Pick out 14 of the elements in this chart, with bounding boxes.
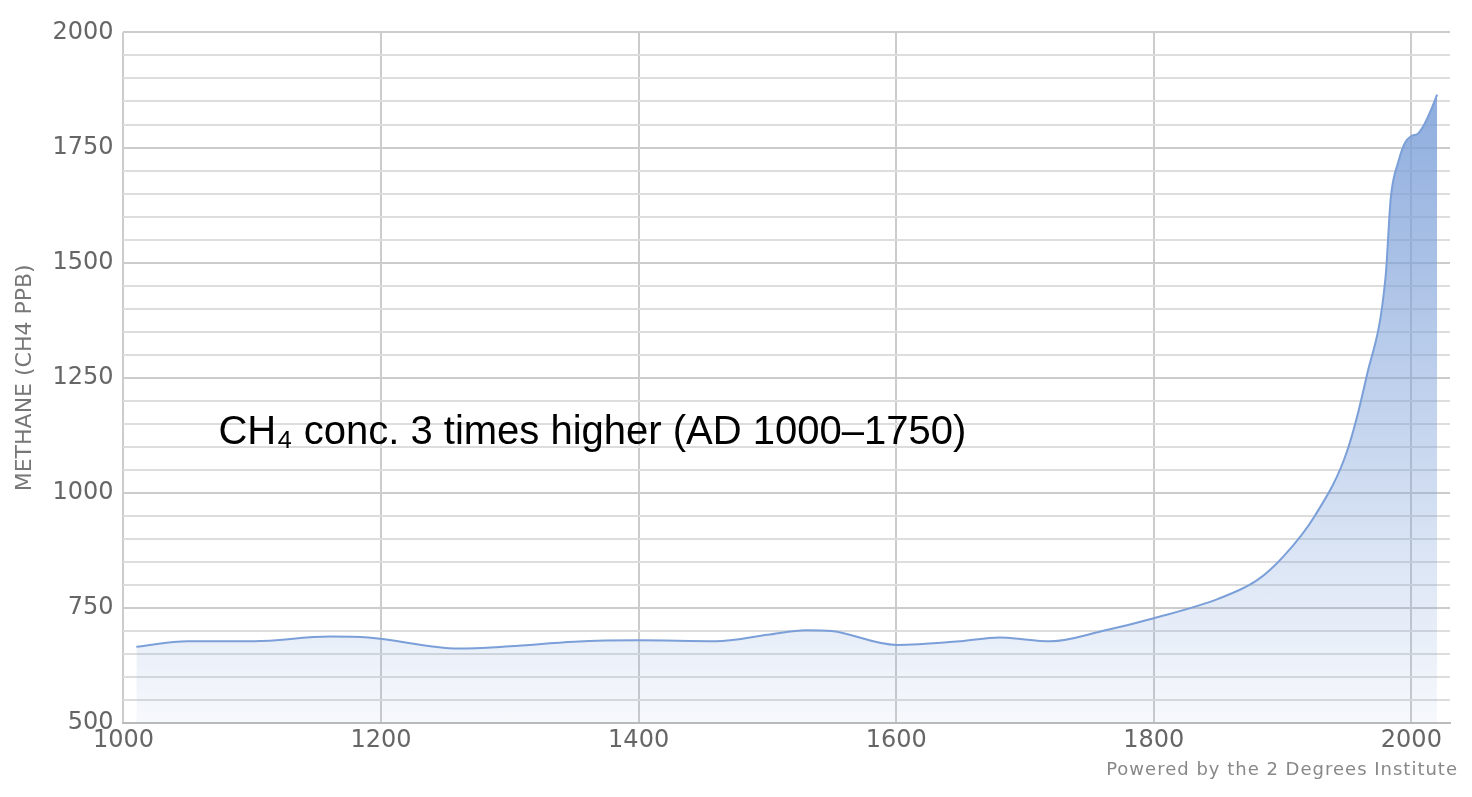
x-tick-label: 1400 <box>608 724 670 753</box>
text: Powered by the 2 Degrees Institute <box>1105 758 1459 779</box>
y-tick-label: 1500 <box>52 246 114 275</box>
x-tick-label: 1200 <box>350 724 412 753</box>
y-tick-label: 750 <box>67 592 114 621</box>
y-axis-title: METHANE (CH4 PPB) <box>10 264 36 492</box>
x-tick-label: 1800 <box>1123 724 1185 753</box>
y-tick-label: 1250 <box>52 362 114 391</box>
y-tick-label: 2000 <box>52 16 114 45</box>
y-tick-label: 1750 <box>52 131 114 160</box>
x-tick-label: 2000 <box>1380 724 1442 753</box>
y-tick-label: 1000 <box>52 477 114 506</box>
x-tick-label: 1600 <box>865 724 927 753</box>
annotation: CH₄ conc. 3 times higher (AD 1000–1750) <box>218 408 967 453</box>
